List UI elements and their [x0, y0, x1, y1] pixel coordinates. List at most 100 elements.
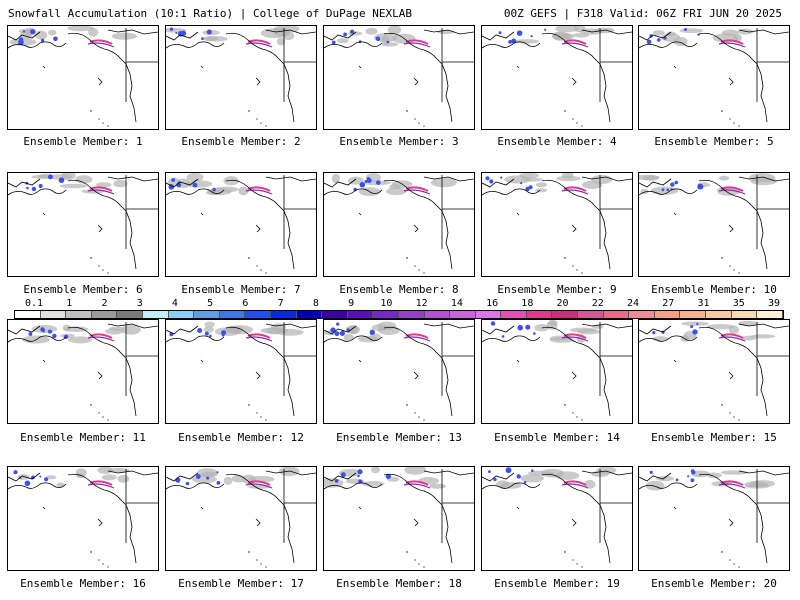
colorbar-ticks: 0.1 1 2 3 4 5 6 7 8 9 10 12 14 16 18 20 22 24 27 31 35 39 — [14, 298, 784, 310]
colorbar-swatch — [40, 311, 67, 318]
colorbar-swatch — [219, 311, 246, 318]
ensemble-map-panel — [638, 466, 790, 571]
snowfall-map — [324, 26, 474, 127]
colorbar-swatch — [322, 311, 348, 318]
colorbar-swatch — [117, 311, 143, 318]
colorbar-swatch — [66, 311, 92, 318]
ensemble-member-label: Ensemble Member: 12 — [178, 431, 304, 444]
ensemble-member-label: Ensemble Member: 3 — [339, 135, 459, 148]
colorbar-tick-label: 31 — [697, 298, 710, 309]
colorbar-swatch — [578, 311, 604, 318]
snowfall-map — [482, 320, 632, 421]
colorbar-swatch — [424, 311, 451, 318]
colorbar-swatch — [373, 311, 399, 318]
colorbar-tick-label: 35 — [732, 298, 745, 309]
ensemble-map-panel — [7, 466, 159, 571]
snowfall-map — [166, 173, 316, 274]
run-valid-time: 00Z GEFS | F318 Valid: 06Z FRI JUN 20 20… — [503, 7, 782, 20]
ensemble-map-panel — [638, 319, 790, 424]
colorbar-swatch — [450, 311, 476, 318]
colorbar-swatch — [245, 311, 271, 318]
colorbar-tick-label: 7 — [277, 298, 284, 309]
snowfall-map — [639, 469, 789, 568]
ensemble-map-panel — [165, 466, 317, 571]
ensemble-member-label: Ensemble Member: 14 — [494, 431, 620, 444]
ensemble-map-panel — [165, 172, 317, 277]
colorbar-tick-label: 6 — [242, 298, 249, 309]
colorbar-swatch — [629, 311, 655, 318]
ensemble-map-panel — [323, 25, 475, 130]
ensemble-map-panel — [7, 25, 159, 130]
snowfall-map — [482, 26, 632, 127]
ensemble-member-label: Ensemble Member: 17 — [178, 577, 304, 590]
colorbar-tick-label: 12 — [415, 298, 428, 309]
snowfall-map — [324, 467, 474, 568]
colorbar-tick-label: 2 — [101, 298, 108, 309]
snowfall-map — [8, 467, 158, 568]
ensemble-map-panel — [165, 25, 317, 130]
ensemble-member-label: Ensemble Member: 19 — [494, 577, 620, 590]
colorbar-tick-label: 16 — [486, 298, 499, 309]
ensemble-map-panel — [638, 172, 790, 277]
ensemble-map-panel — [481, 25, 633, 130]
colorbar-swatch — [91, 311, 118, 318]
colorbar-swatch — [654, 311, 681, 318]
colorbar-tick-label: 24 — [627, 298, 640, 309]
colorbar-swatch — [501, 311, 527, 318]
snowfall-map — [8, 173, 158, 274]
colorbar-swatch — [398, 311, 425, 318]
ensemble-map-panel — [7, 172, 159, 277]
ensemble-member-label: Ensemble Member: 11 — [20, 431, 146, 444]
ensemble-member-label: Ensemble Member: 1 — [23, 135, 143, 148]
ensemble-member-label: Ensemble Member: 10 — [651, 283, 777, 296]
snowfall-map — [639, 320, 789, 421]
snowfall-map — [8, 322, 158, 421]
colorbar-swatch — [270, 311, 297, 318]
colorbar-swatch — [680, 311, 707, 318]
ensemble-member-label: Ensemble Member: 2 — [181, 135, 301, 148]
ensemble-member-label: Ensemble Member: 8 — [339, 283, 459, 296]
snowfall-map — [639, 173, 789, 274]
ensemble-map-panel — [481, 172, 633, 277]
ensemble-member-label: Ensemble Member: 18 — [336, 577, 462, 590]
snowfall-map — [639, 28, 789, 127]
colorbar-tick-label: 22 — [591, 298, 604, 309]
snowfall-map — [166, 26, 316, 127]
colorbar-swatch — [194, 311, 220, 318]
ensemble-map-panel — [481, 466, 633, 571]
ensemble-member-label: Ensemble Member: 16 — [20, 577, 146, 590]
colorbar-swatch — [142, 311, 169, 318]
colorbar-swatch — [15, 311, 41, 318]
ensemble-member-label: Ensemble Member: 13 — [336, 431, 462, 444]
ensemble-map-panel — [323, 319, 475, 424]
colorbar-tick-label: 0.1 — [24, 298, 44, 309]
ensemble-member-label: Ensemble Member: 5 — [654, 135, 774, 148]
ensemble-map-panel — [7, 319, 159, 424]
colorbar-tick-label: 20 — [556, 298, 569, 309]
colorbar-swatch — [296, 311, 323, 318]
colorbar-swatch — [347, 311, 374, 318]
ensemble-member-label: Ensemble Member: 7 — [181, 283, 301, 296]
ensemble-member-label: Ensemble Member: 15 — [651, 431, 777, 444]
colorbar-tick-label: 4 — [171, 298, 178, 309]
snowfall-map — [324, 173, 474, 274]
colorbar-tick-label: 1 — [66, 298, 73, 309]
colorbar-swatch — [168, 311, 195, 318]
colorbar-swatch — [552, 311, 579, 318]
ensemble-map-panel — [481, 319, 633, 424]
snowfall-map — [482, 467, 632, 568]
colorbar-swatch — [526, 311, 553, 318]
ensemble-member-label: Ensemble Member: 9 — [497, 283, 617, 296]
map-header: Snowfall Accumulation (10:1 Ratio) | Col… — [0, 0, 800, 22]
snowfall-map — [482, 173, 632, 274]
ensemble-map-panel — [638, 25, 790, 130]
colorbar-tick-label: 39 — [767, 298, 781, 309]
colorbar-swatch — [731, 311, 758, 318]
colorbar-swatch — [757, 311, 783, 318]
colorbar-tick-label: 10 — [380, 298, 393, 309]
map-title: Snowfall Accumulation (10:1 Ratio) | Col… — [8, 7, 412, 20]
colorbar-tick-label: 8 — [312, 298, 319, 309]
ensemble-member-label: Ensemble Member: 20 — [651, 577, 777, 590]
colorbar-tick-label: 5 — [207, 298, 214, 309]
ensemble-member-label: Ensemble Member: 6 — [23, 283, 143, 296]
